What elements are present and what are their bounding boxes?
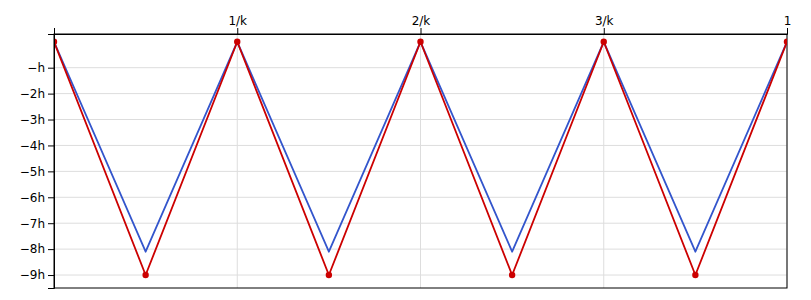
tick-mark bbox=[48, 249, 54, 250]
tick-label: −h bbox=[27, 61, 45, 75]
tick-mark bbox=[237, 28, 238, 34]
tick-mark bbox=[604, 28, 605, 34]
tick: −3h bbox=[20, 113, 54, 127]
tick-label: 1/k bbox=[228, 14, 247, 28]
tick-label: −8h bbox=[20, 242, 45, 256]
tick-label: 3/k bbox=[595, 14, 614, 28]
tick: −h bbox=[27, 61, 54, 75]
point bbox=[784, 39, 787, 45]
tick-mark bbox=[48, 223, 54, 224]
point bbox=[417, 39, 423, 45]
data-layer bbox=[54, 39, 787, 279]
plot-frame bbox=[54, 34, 787, 288]
tick-label: 1 bbox=[784, 14, 792, 28]
tick-label: −5h bbox=[20, 165, 45, 179]
point bbox=[142, 272, 148, 278]
x-axis: 1/k 2/k 3/k 1 bbox=[55, 14, 792, 35]
tick: −2h bbox=[20, 87, 54, 101]
grid-line bbox=[54, 197, 787, 198]
chart: 1/k 2/k 3/k 1 −h −2h −3h −4h −5h −6h −7h −8h −9h bbox=[0, 0, 811, 300]
tick-mark bbox=[48, 120, 54, 121]
tick: 1 bbox=[784, 14, 792, 34]
tick-mark bbox=[48, 145, 54, 146]
axis-line bbox=[48, 35, 55, 289]
axis-line bbox=[55, 28, 788, 35]
tick-label: −7h bbox=[20, 217, 45, 231]
tick-label: −9h bbox=[20, 268, 45, 282]
tick-label: −2h bbox=[20, 87, 45, 101]
y-axis: −h −2h −3h −4h −5h −6h −7h −8h −9h bbox=[20, 35, 55, 289]
tick-label: −4h bbox=[20, 139, 45, 153]
tick-label: 2/k bbox=[412, 14, 431, 28]
tick-label: −6h bbox=[20, 191, 45, 205]
point bbox=[509, 272, 515, 278]
tick-label: −3h bbox=[20, 113, 45, 127]
tick-mark bbox=[787, 28, 788, 34]
grid-line bbox=[54, 67, 787, 68]
grid-line bbox=[603, 34, 604, 288]
grid bbox=[54, 34, 787, 288]
tick: −9h bbox=[20, 268, 54, 282]
tick: −4h bbox=[20, 139, 54, 153]
tick: 3/k bbox=[595, 14, 614, 34]
grid-line bbox=[54, 93, 787, 94]
tick-mark bbox=[48, 171, 54, 172]
tick: −6h bbox=[20, 191, 54, 205]
grid-line bbox=[54, 249, 787, 250]
point bbox=[234, 39, 240, 45]
tick: −8h bbox=[20, 242, 54, 256]
grid-line bbox=[54, 223, 787, 224]
point bbox=[326, 272, 332, 278]
tick-mark bbox=[48, 94, 54, 95]
line bbox=[54, 42, 787, 275]
tick-mark bbox=[48, 197, 54, 198]
grid-line bbox=[237, 34, 238, 288]
grid-line bbox=[54, 145, 787, 146]
tick-mark bbox=[48, 68, 54, 69]
tick: −7h bbox=[20, 217, 54, 231]
point bbox=[601, 39, 607, 45]
point bbox=[692, 272, 698, 278]
line bbox=[54, 42, 787, 252]
tick-mark bbox=[48, 275, 54, 276]
grid-line bbox=[420, 34, 421, 288]
grid-line bbox=[54, 119, 787, 120]
tick: 1/k bbox=[228, 14, 247, 34]
tick: −5h bbox=[20, 165, 54, 179]
tick: 2/k bbox=[412, 14, 431, 34]
grid-line bbox=[54, 275, 787, 276]
plot: 1/k 2/k 3/k 1 −h −2h −3h −4h −5h −6h −7h −8h −9h bbox=[20, 14, 792, 289]
tick-mark bbox=[421, 28, 422, 34]
grid-line bbox=[54, 171, 787, 172]
